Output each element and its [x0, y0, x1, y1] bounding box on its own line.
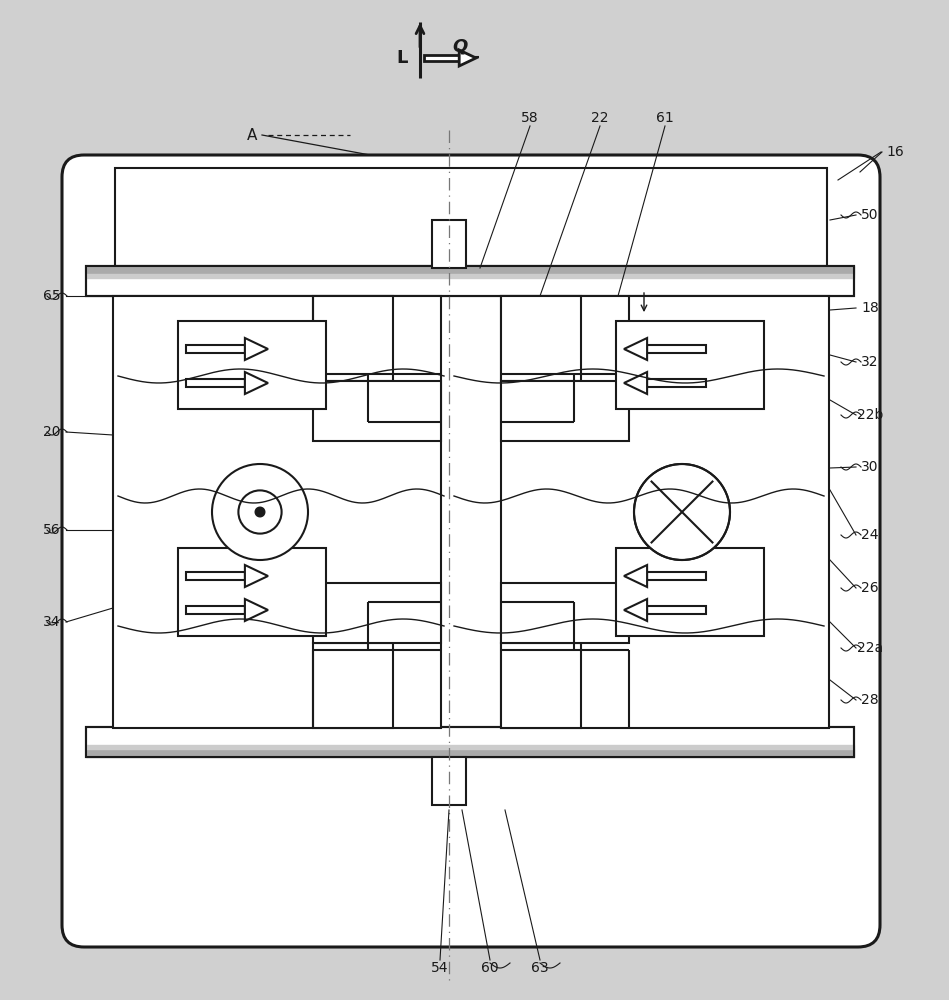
Bar [186, 572, 245, 580]
Text: 58: 58 [521, 111, 539, 125]
Text: 22: 22 [591, 111, 608, 125]
Text: 50: 50 [862, 208, 879, 222]
Text: 54: 54 [431, 961, 449, 975]
Bar [86, 266, 854, 274]
Bar [86, 266, 854, 296]
Bar [86, 749, 854, 757]
Text: 28: 28 [861, 693, 879, 707]
Bar [432, 220, 466, 268]
Bar [178, 321, 326, 409]
Bar [501, 296, 581, 381]
Polygon shape [245, 338, 268, 360]
Polygon shape [245, 372, 268, 394]
Polygon shape [624, 338, 647, 360]
Bar [647, 345, 706, 353]
Bar [115, 168, 827, 266]
Bar [313, 583, 441, 643]
Text: 22a: 22a [857, 641, 884, 655]
Bar [501, 381, 629, 441]
Bar [186, 379, 245, 387]
Bar [647, 379, 706, 387]
Bar [178, 548, 326, 636]
Polygon shape [624, 372, 647, 394]
Bar [313, 296, 393, 381]
Bar [86, 727, 854, 757]
Bar [86, 727, 854, 757]
Polygon shape [624, 599, 647, 621]
Text: 22b: 22b [857, 408, 884, 422]
Text: 63: 63 [531, 961, 549, 975]
Bar [86, 266, 854, 296]
Bar [616, 321, 764, 409]
Circle shape [238, 490, 282, 534]
Text: 30: 30 [862, 460, 879, 474]
Text: 20: 20 [44, 425, 61, 439]
Circle shape [634, 464, 730, 560]
Bar [186, 606, 245, 614]
Polygon shape [245, 599, 268, 621]
Bar [647, 572, 706, 580]
Text: 24: 24 [862, 528, 879, 542]
Bar [432, 757, 466, 805]
FancyBboxPatch shape [62, 155, 880, 947]
Circle shape [255, 507, 265, 517]
Bar [313, 381, 441, 441]
Bar [501, 296, 829, 728]
Text: 61: 61 [656, 111, 674, 125]
Text: 34: 34 [44, 615, 61, 629]
Text: 65: 65 [44, 289, 61, 303]
Bar [313, 643, 393, 728]
Bar [647, 606, 706, 614]
Bar [186, 345, 245, 353]
Bar [86, 745, 854, 749]
Bar [113, 296, 441, 728]
Text: 32: 32 [862, 355, 879, 369]
Bar [501, 583, 629, 643]
Bar [501, 643, 581, 728]
Text: L: L [397, 49, 408, 67]
Text: 26: 26 [861, 581, 879, 595]
Circle shape [212, 464, 308, 560]
Polygon shape [459, 50, 476, 66]
Text: 56: 56 [44, 523, 61, 537]
Polygon shape [624, 565, 647, 587]
Text: Q: Q [452, 37, 467, 55]
Polygon shape [245, 565, 268, 587]
Bar [424, 55, 459, 61]
Bar [86, 274, 854, 278]
Text: 16: 16 [886, 145, 903, 159]
Bar [616, 548, 764, 636]
Text: 18: 18 [861, 301, 879, 315]
Text: A: A [247, 127, 257, 142]
Text: 60: 60 [481, 961, 499, 975]
